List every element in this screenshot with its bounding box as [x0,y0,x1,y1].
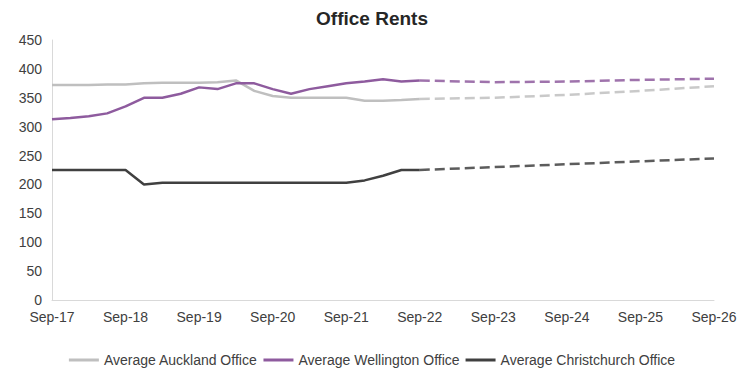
svg-text:Sep-20: Sep-20 [250,309,295,325]
svg-text:0: 0 [34,292,42,308]
svg-text:50: 50 [26,263,42,279]
svg-text:Sep-23: Sep-23 [471,309,516,325]
svg-text:450: 450 [19,32,43,48]
svg-text:Sep-18: Sep-18 [103,309,148,325]
svg-text:150: 150 [19,205,43,221]
svg-text:200: 200 [19,176,43,192]
svg-text:Average Wellington Office: Average Wellington Office [298,352,459,368]
svg-text:Office Rents: Office Rents [316,8,428,29]
svg-text:Sep-17: Sep-17 [29,309,74,325]
svg-text:Sep-24: Sep-24 [544,309,589,325]
svg-text:400: 400 [19,61,43,77]
svg-text:300: 300 [19,119,43,135]
svg-text:Sep-21: Sep-21 [324,309,369,325]
svg-text:Sep-25: Sep-25 [618,309,663,325]
svg-text:350: 350 [19,90,43,106]
svg-text:Sep-19: Sep-19 [177,309,222,325]
svg-text:Average Christchurch Office: Average Christchurch Office [501,352,676,368]
svg-text:Sep-26: Sep-26 [691,309,736,325]
svg-text:100: 100 [19,234,43,250]
svg-text:Average Auckland Office: Average Auckland Office [104,352,257,368]
svg-text:250: 250 [19,148,43,164]
svg-text:Sep-22: Sep-22 [397,309,442,325]
